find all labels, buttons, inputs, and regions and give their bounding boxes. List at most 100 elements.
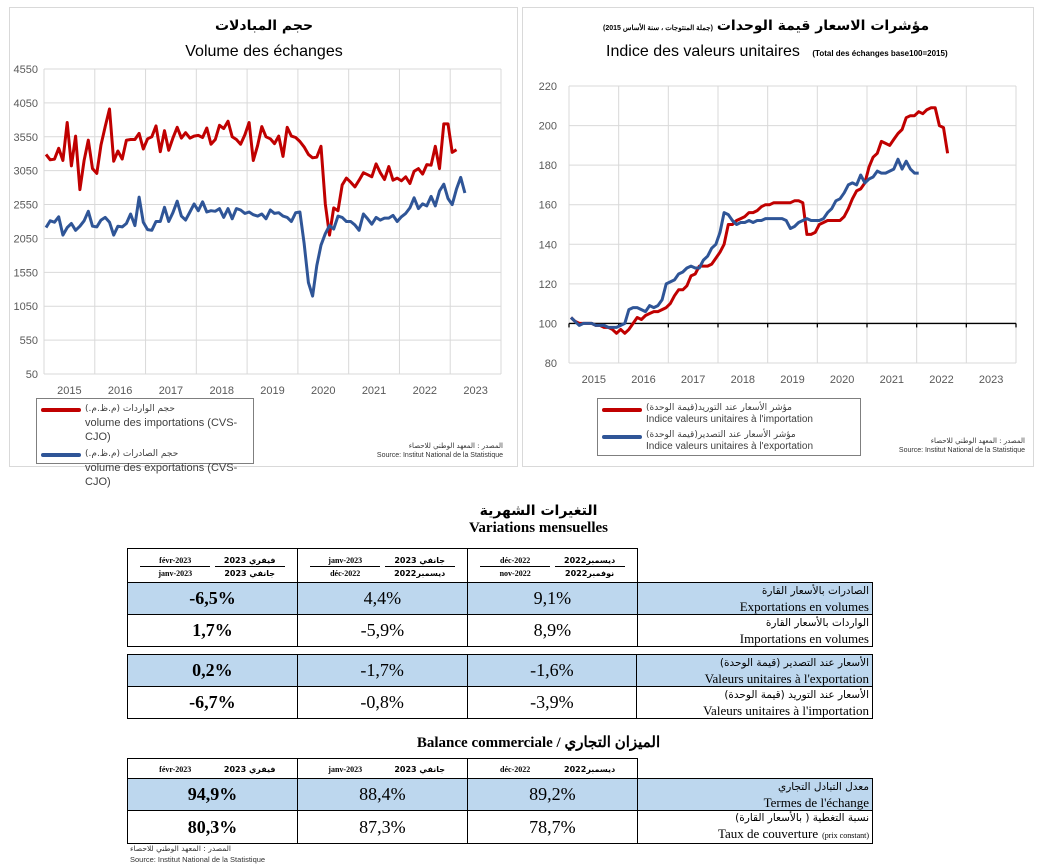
row-label-ar: الأسعار عند التصدير (قيمة الوحدة) <box>719 656 869 669</box>
y-tick-label: 220 <box>539 81 557 93</box>
table-row: -6,5% 4,4% 9,1% الصادرات بالأسعار القارة… <box>127 582 874 615</box>
value-cell: -6,7% <box>127 686 298 719</box>
value-cell: 9,1% <box>466 582 638 615</box>
source-fr: Source: Institut National de la Statisti… <box>898 447 1025 454</box>
x-tick-label: 2022 <box>929 374 953 386</box>
footer-source: المصدر : المعهد الوطني للاحصاء Source: I… <box>130 843 265 865</box>
legend-swatch-import-prices <box>602 408 642 412</box>
y-tick-label: 3050 <box>14 166 38 178</box>
col-top-fr: déc-2022 <box>480 554 551 567</box>
value-cell: 88,4% <box>296 778 468 811</box>
y-tick-label: 3550 <box>14 132 38 144</box>
row-label-ar: معدل التبادل التجاري <box>777 780 869 793</box>
title-ar-main: مؤشرات الاسعار قيمة الوحدات <box>717 18 929 34</box>
row-label: الصادرات بالأسعار القارة Exportations en … <box>636 582 874 615</box>
col-header: déc-2022 ديسمبر2022 <box>466 758 638 779</box>
table-row: 0,2% -1,7% -1,6% الأسعار عند التصدير (قي… <box>127 654 873 687</box>
y-tick-label: 140 <box>539 239 557 251</box>
col-top-fr: janv-2023 <box>310 554 381 567</box>
legend-label: volume des importations (CVS-CJO) <box>85 417 238 443</box>
legend-label-ar: مؤشر الأسعار عند التصدير(قيمة الوحدة) <box>646 430 796 440</box>
value-cell: 94,9% <box>127 778 298 811</box>
volume-chart-legend: حجم الواردات (م.ظ.م.) volume des importat… <box>36 398 254 488</box>
source-fr: Source: Institut National de la Statisti… <box>376 452 503 459</box>
unit-value-source: المصدر : المعهد الوطني للاحصاء Source: I… <box>899 436 1025 456</box>
value-cell: 4,4% <box>296 582 468 615</box>
source-ar: المصدر : المعهد الوطني للاحصاء <box>130 844 231 853</box>
row-label-fr: Termes de l'échange <box>763 794 869 810</box>
monthly-volume-table: févr-2023 فيفري 2023 janv-2023 جانفي 2023 j… <box>127 548 874 647</box>
x-tick-label: 2019 <box>260 385 284 397</box>
unit-value-chart: مؤشرات الاسعار قيمة الوحدات (جملة المنتو… <box>539 18 1017 386</box>
row-label: نسبة التغطية ( بالأسعار القارة) Taux de c… <box>636 810 874 844</box>
table-row: 94,9% 88,4% 89,2% معدل التبادل التجاري Te… <box>127 778 874 811</box>
value-cell: 80,3% <box>127 810 298 844</box>
row-label-fr: Importations en volumes <box>739 630 869 646</box>
col-bot-fr: nov-2022 <box>499 568 531 578</box>
legend-swatch-exports <box>41 453 81 457</box>
value-cell: -1,6% <box>466 654 638 687</box>
row-label: الواردات بالأسعار القارة Importations en … <box>636 614 874 647</box>
col-ar: ديسمبر2022 <box>564 765 616 774</box>
y-tick-label: 2550 <box>14 200 38 212</box>
col-ar: جانفي 2023 <box>394 765 445 774</box>
monthly-price-table: 0,2% -1,7% -1,6% الأسعار عند التصدير (قي… <box>127 654 873 719</box>
value-cell: -5,9% <box>296 614 468 647</box>
series-line <box>44 107 458 237</box>
y-tick-label: 100 <box>539 318 557 330</box>
volume-chart-title-ar: حجم المبادلات <box>215 18 313 34</box>
y-tick-label: 180 <box>539 160 557 172</box>
value-cell: 8,9% <box>466 614 638 647</box>
x-tick-label: 2020 <box>311 385 335 397</box>
row-label-ar: الصادرات بالأسعار القارة <box>761 584 869 597</box>
row-label: الأسعار عند التوريد (قيمة الوحدة) Valeurs… <box>636 686 873 719</box>
col-header: févr-2023 فيفري 2023 <box>127 758 298 779</box>
row-label: الأسعار عند التصدير (قيمة الوحدة) Valeurs… <box>636 654 873 687</box>
y-tick-label: 4550 <box>14 64 38 76</box>
title-ar-note: (جملة المنتوجات ، سنة الأساس 2015) <box>603 22 713 32</box>
legend-item-exports: حجم الصادرات (م.ظ.م.) volume des exportat… <box>41 447 249 489</box>
x-tick-label: 2022 <box>413 385 437 397</box>
row-label-fr: Exportations en volumes <box>739 598 869 614</box>
legend-item-export-prices: مؤشر الأسعار عند التصدير(قيمة الوحدة) Ind… <box>602 429 856 453</box>
x-tick-label: 2016 <box>108 385 132 397</box>
x-tick-label: 2023 <box>979 374 1003 386</box>
y-tick-label: 50 <box>26 369 38 381</box>
x-tick-label: 2018 <box>731 374 755 386</box>
row-label: معدل التبادل التجاري Termes de l'échange <box>636 778 874 811</box>
balance-title: Balance commerciale / الميزان التجاري <box>416 735 661 751</box>
unit-value-title-ar: مؤشرات الاسعار قيمة الوحدات <box>717 18 929 34</box>
y-tick-label: 160 <box>539 200 557 212</box>
x-tick-label: 2015 <box>57 385 81 397</box>
legend-label-ar: حجم الواردات (م.ظ.م.) <box>85 404 175 414</box>
value-cell: 87,3% <box>296 810 468 844</box>
row-label-ar: الواردات بالأسعار القارة <box>765 616 869 629</box>
y-tick-label: 4050 <box>14 98 38 110</box>
row-label-note: (prix constant) <box>822 831 869 840</box>
col-fr: janv-2023 <box>328 765 363 774</box>
col-top-ar: فيفري 2023 <box>214 554 285 567</box>
x-tick-label: 2015 <box>582 374 606 386</box>
legend-item-import-prices: مؤشر الأسعار عند التوريد(قيمة الوحدة) Ind… <box>602 402 856 426</box>
legend-label-ar: حجم الصادرات (م.ظ.م.) <box>85 449 179 459</box>
value-cell: -1,7% <box>296 654 468 687</box>
volume-chart-title: Volume des échanges <box>185 43 342 60</box>
value-cell: 78,7% <box>466 810 638 844</box>
x-tick-label: 2017 <box>159 385 183 397</box>
value-cell: -0,8% <box>296 686 468 719</box>
value-cell: 89,2% <box>466 778 638 811</box>
col-bot-ar: جانفي 2023 <box>224 568 276 578</box>
x-tick-label: 2016 <box>631 374 655 386</box>
balance-header-row: févr-2023 فيفري 2023 janv-2023 جانفي 2023 … <box>127 758 873 779</box>
value-cell: -3,9% <box>466 686 638 719</box>
col-header: janv-2023 جانفي 2023 déc-2022 ديسمبر2022 <box>296 548 468 583</box>
y-tick-label: 550 <box>20 335 38 347</box>
unit-value-title-note: (Total des échanges base100=2015) <box>812 49 948 58</box>
legend-label-ar: مؤشر الأسعار عند التوريد(قيمة الوحدة) <box>646 403 792 413</box>
col-ar: فيفري 2023 <box>223 765 276 774</box>
table-row: 1,7% -5,9% 8,9% الواردات بالأسعار القارة… <box>127 614 874 647</box>
source-fr: Source: Institut National de la Statisti… <box>130 855 266 864</box>
value-cell: 1,7% <box>127 614 298 647</box>
unit-value-legend: مؤشر الأسعار عند التوريد(قيمة الوحدة) Ind… <box>597 398 861 456</box>
volume-chart-panel: حجم المبادلات Volume des échanges 50 550 1… <box>9 7 518 488</box>
